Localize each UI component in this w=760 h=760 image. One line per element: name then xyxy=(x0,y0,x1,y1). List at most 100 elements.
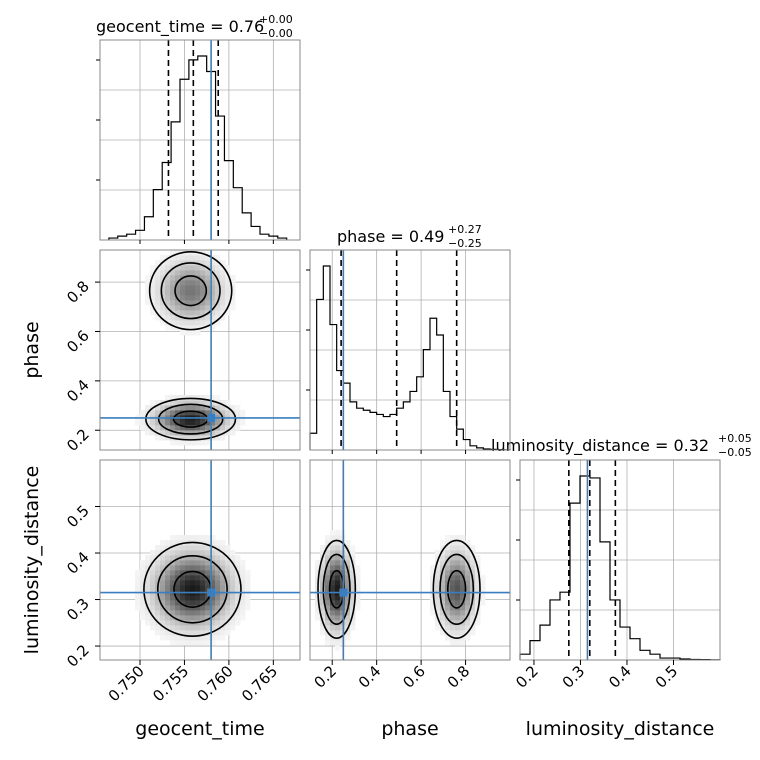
density-cell xyxy=(205,630,211,636)
density-cell xyxy=(345,545,351,551)
density-cell xyxy=(160,585,166,591)
panel-frame xyxy=(519,459,721,661)
density-cell xyxy=(175,400,181,406)
density-cell xyxy=(350,545,356,551)
density-cell xyxy=(180,635,186,641)
density-cell xyxy=(140,585,146,591)
density-cell xyxy=(470,620,476,626)
density-cell xyxy=(175,635,181,641)
density-cell xyxy=(325,625,331,631)
density-cell xyxy=(205,275,211,281)
density-cell xyxy=(445,635,451,641)
density-cell xyxy=(190,295,196,301)
density-cell xyxy=(155,550,161,556)
y-tick-label: 0.4 xyxy=(63,548,93,578)
density-cell xyxy=(335,545,341,551)
density-cell xyxy=(210,565,216,571)
density-cell xyxy=(160,285,166,291)
density-cell xyxy=(215,565,221,571)
density-cell xyxy=(345,580,351,586)
density-cell xyxy=(205,580,211,586)
density-cell xyxy=(185,560,191,566)
density-cell xyxy=(135,570,141,576)
density-cell xyxy=(215,560,221,566)
density-cell xyxy=(150,400,156,406)
density-cell xyxy=(180,330,186,336)
density-cell xyxy=(210,535,216,541)
density-cell xyxy=(180,325,186,331)
ylabel-phase: phase xyxy=(21,321,43,378)
density-cell xyxy=(235,595,241,601)
density-cell xyxy=(200,400,206,406)
density-cell xyxy=(190,440,196,446)
density-cell xyxy=(220,260,226,266)
density-cell xyxy=(350,575,356,581)
density-cell xyxy=(225,265,231,271)
density-cell xyxy=(230,290,236,296)
density-cell xyxy=(460,545,466,551)
density-cell xyxy=(200,570,206,576)
density-cell xyxy=(200,280,206,286)
contour-level xyxy=(160,262,221,320)
density-cell xyxy=(215,315,221,321)
density-cell xyxy=(215,555,221,561)
density-cell xyxy=(140,410,146,416)
density-cell xyxy=(350,625,356,631)
density-cell xyxy=(200,425,206,431)
density-cell xyxy=(195,295,201,301)
density-cell xyxy=(435,575,441,581)
density-cell xyxy=(185,585,191,591)
density-cell xyxy=(455,555,461,561)
density-cell xyxy=(200,440,206,446)
density-cell xyxy=(215,405,221,411)
density-cell xyxy=(225,570,231,576)
density-cell xyxy=(175,255,181,261)
density-cell xyxy=(205,640,211,646)
density-cell xyxy=(220,595,226,601)
density-cell xyxy=(235,555,241,561)
density-cell xyxy=(335,570,341,576)
density-cell xyxy=(235,615,241,621)
density-cell xyxy=(220,605,226,611)
density-cell xyxy=(185,630,191,636)
density-cell xyxy=(455,640,461,646)
density-cell xyxy=(155,605,161,611)
density-cell xyxy=(320,605,326,611)
density-cell xyxy=(175,630,181,636)
density-cell xyxy=(180,550,186,556)
density-cell xyxy=(195,280,201,286)
density-cell xyxy=(135,420,141,426)
density-cell xyxy=(190,640,196,646)
panel-frame xyxy=(99,459,301,661)
density-cell xyxy=(140,565,146,571)
density-cell xyxy=(165,260,171,266)
density-cell xyxy=(445,555,451,561)
density-cell xyxy=(345,585,351,591)
density-cell xyxy=(225,600,231,606)
density-cell xyxy=(180,545,186,551)
density-cell xyxy=(170,425,176,431)
density-cell xyxy=(180,620,186,626)
density-cell xyxy=(165,265,171,271)
density-cell xyxy=(470,625,476,631)
density-cell xyxy=(145,560,151,566)
density-cell xyxy=(450,630,456,636)
density-cell xyxy=(210,615,216,621)
contour-level xyxy=(143,541,242,637)
density-cell xyxy=(175,270,181,276)
contour-level xyxy=(322,553,351,625)
density-cell xyxy=(215,635,221,641)
density-cell xyxy=(175,600,181,606)
density-cell xyxy=(180,295,186,301)
density-cell xyxy=(210,635,216,641)
density-cell xyxy=(325,600,331,606)
density-cell xyxy=(245,595,251,601)
density-cell xyxy=(355,585,361,591)
density-cell xyxy=(165,300,171,306)
density-cell xyxy=(225,580,231,586)
density-cell xyxy=(195,320,201,326)
density-cell xyxy=(160,420,166,426)
density-cell xyxy=(210,600,216,606)
density-cell xyxy=(215,290,221,296)
density-cell xyxy=(210,610,216,616)
